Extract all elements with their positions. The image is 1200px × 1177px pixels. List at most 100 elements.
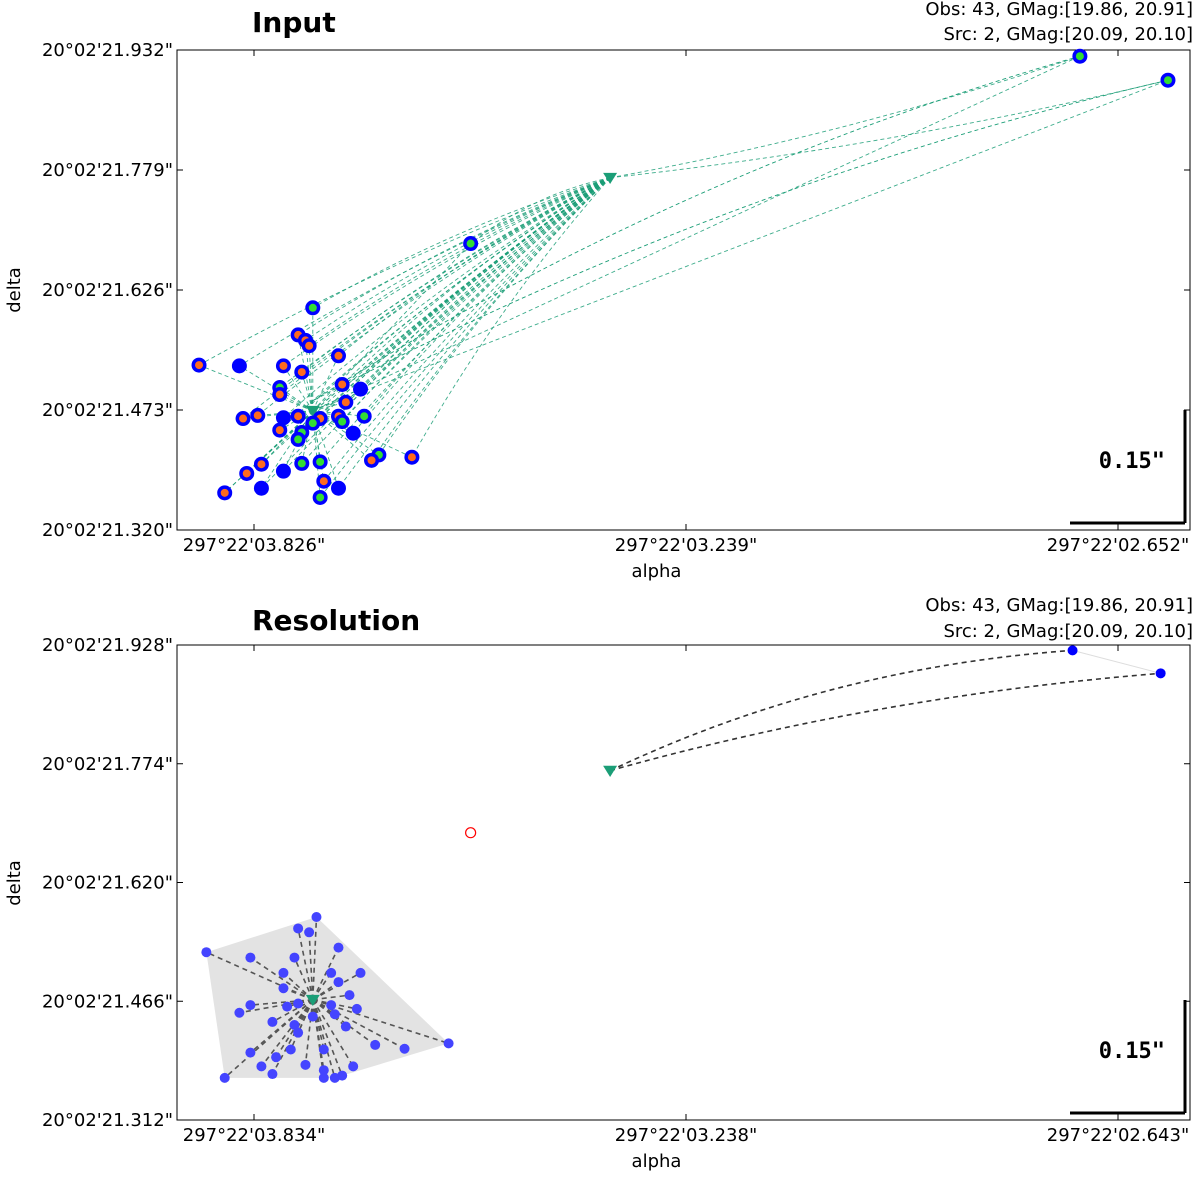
observation-point	[245, 1000, 256, 1011]
observation-point-inner	[294, 435, 303, 444]
scale-bar-label: 0.15"	[1099, 1039, 1165, 1064]
observation-point	[285, 1044, 296, 1055]
observation-point-inner	[316, 493, 325, 502]
link-line-source-1	[312, 177, 611, 309]
far-link	[609, 672, 1161, 772]
y-tick-label: 20°02'21.473"	[42, 400, 173, 421]
resolution-link	[293, 957, 314, 1001]
resolution-link	[312, 916, 318, 1000]
link-line-source-1	[301, 177, 611, 464]
observation-point-inner	[257, 460, 266, 469]
resolution-link	[275, 999, 314, 1058]
observation-point	[307, 1011, 318, 1022]
observation-point-inner	[367, 456, 376, 465]
observation-point-inner	[279, 361, 288, 370]
x-axis-label: alpha	[632, 1151, 682, 1172]
link-line-source-2	[312, 55, 1081, 412]
link-line-source-1	[198, 177, 611, 366]
observation-point	[256, 1061, 267, 1072]
y-tick-label: 20°02'21.312"	[42, 1110, 173, 1131]
link-line-source-1	[319, 177, 611, 463]
link-line-source-1	[610, 55, 1081, 179]
resolution-link	[312, 947, 340, 1001]
observation-point	[333, 977, 344, 988]
observation-point	[293, 923, 304, 934]
observation-point	[337, 1070, 348, 1081]
link-line-source-2	[261, 410, 314, 465]
observation-point-inner	[305, 341, 314, 350]
observation-point	[300, 1059, 311, 1070]
observation-point	[282, 1001, 293, 1012]
observation-point-inner	[239, 414, 248, 423]
observation-point-inner	[316, 457, 325, 466]
x-tick-label: 297°22'03.238"	[615, 1125, 757, 1146]
chart-title: Resolution	[252, 604, 420, 637]
observation-point	[348, 1061, 359, 1072]
link-line-source-2	[312, 410, 325, 482]
observation-point-inner	[297, 459, 306, 468]
y-axis-label: delta	[4, 267, 25, 313]
link-line-source-1	[338, 177, 611, 489]
y-tick-label: 20°02'21.774"	[42, 754, 173, 775]
resolution-link	[282, 972, 314, 1001]
link-lines	[198, 55, 1169, 498]
observation-point-inner	[338, 380, 347, 389]
link-line-source-1	[341, 177, 611, 422]
resolution-link	[312, 972, 332, 1001]
observation-point	[278, 983, 289, 994]
observation-point	[326, 967, 337, 978]
link-line-source-1	[411, 177, 611, 458]
link-line-source-1	[308, 177, 611, 347]
observation-point	[344, 990, 355, 1001]
resolution-link	[308, 932, 314, 1000]
observation-point-inner	[319, 477, 328, 486]
observation-point-inner	[195, 361, 204, 370]
observation-point	[231, 358, 247, 374]
observation-point	[271, 1052, 282, 1063]
link-line-source-2	[312, 410, 380, 456]
chart-title: Input	[252, 6, 336, 39]
resolution-link	[297, 928, 314, 1000]
observation-point	[355, 967, 366, 978]
link-line-source-2	[261, 410, 314, 489]
observation-point	[304, 927, 315, 938]
link-line-source-1	[242, 177, 611, 419]
resolution-link	[224, 999, 314, 1079]
y-tick-label: 20°02'21.626"	[42, 280, 173, 301]
link-line-source-1	[371, 177, 611, 461]
resolution-link	[272, 999, 314, 1023]
observation-point-inner	[308, 303, 317, 312]
y-tick-label: 20°02'21.320"	[42, 520, 173, 541]
observation-point-inner	[242, 469, 251, 478]
cluster-hull	[206, 916, 449, 1078]
observation-point-inner	[1163, 76, 1172, 85]
unmatched-marker	[465, 827, 477, 839]
observation-point	[318, 1044, 329, 1055]
y-tick-label: 20°02'21.779"	[42, 160, 173, 181]
observation-point	[333, 942, 344, 953]
link-line-source-1	[319, 177, 611, 498]
resolution-link	[304, 999, 314, 1065]
observation-point-inner	[1075, 52, 1084, 61]
x-tick-label: 297°22'02.652"	[1047, 535, 1189, 556]
resolution-link	[312, 994, 350, 1001]
source-marker	[305, 405, 320, 418]
observation-point	[289, 1020, 300, 1030]
observation-point	[275, 410, 291, 426]
link-arc-far	[312, 79, 1169, 402]
plot-frame	[176, 49, 1191, 531]
info-line-src: Src: 2, GMag:[20.09, 20.10]	[943, 24, 1193, 45]
link-line-source-1	[224, 177, 611, 494]
link-line-source-2	[308, 345, 314, 411]
observation-point	[293, 1027, 304, 1038]
far-observation-point	[1155, 668, 1166, 679]
observation-point	[370, 1039, 381, 1050]
x-tick-label: 297°22'03.834"	[183, 1125, 325, 1146]
link-line-source-1	[257, 177, 611, 416]
observation-point	[345, 425, 361, 441]
input-panel: Input Obs: 43, GMag:[19.86, 20.91] Src: 2,…	[4, 0, 1193, 582]
observation-point	[311, 911, 322, 922]
link-line-source-1	[297, 177, 611, 336]
source-marker	[603, 172, 618, 185]
